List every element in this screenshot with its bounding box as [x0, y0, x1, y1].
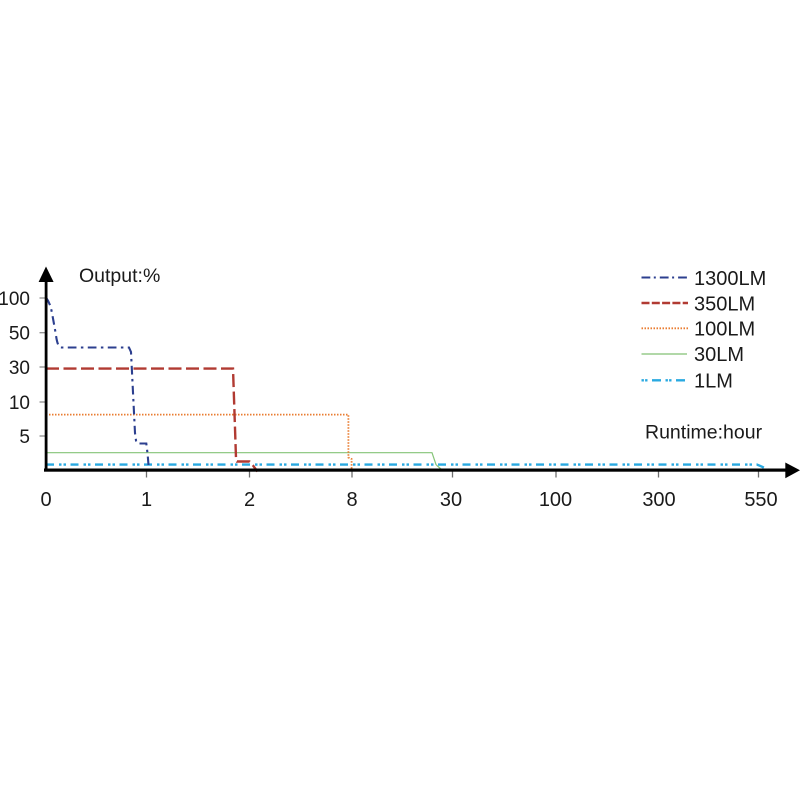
- svg-text:0: 0: [40, 489, 51, 511]
- svg-text:30LM: 30LM: [694, 344, 744, 366]
- svg-text:10: 10: [9, 393, 30, 414]
- svg-text:100: 100: [0, 289, 30, 310]
- svg-text:1300LM: 1300LM: [694, 268, 766, 290]
- svg-text:100LM: 100LM: [694, 319, 755, 341]
- svg-text:300: 300: [642, 489, 675, 511]
- svg-text:550: 550: [744, 489, 777, 511]
- svg-text:8: 8: [346, 489, 357, 511]
- svg-text:30: 30: [9, 358, 30, 379]
- svg-text:30: 30: [440, 489, 462, 511]
- svg-text:350LM: 350LM: [694, 293, 755, 315]
- svg-text:Output:%: Output:%: [79, 265, 160, 287]
- svg-text:50: 50: [9, 324, 30, 345]
- svg-text:100: 100: [539, 489, 572, 511]
- svg-text:Runtime:hour: Runtime:hour: [645, 422, 763, 444]
- svg-text:1: 1: [141, 489, 152, 511]
- svg-text:1LM: 1LM: [694, 370, 733, 392]
- svg-text:2: 2: [244, 489, 255, 511]
- svg-text:5: 5: [19, 427, 30, 448]
